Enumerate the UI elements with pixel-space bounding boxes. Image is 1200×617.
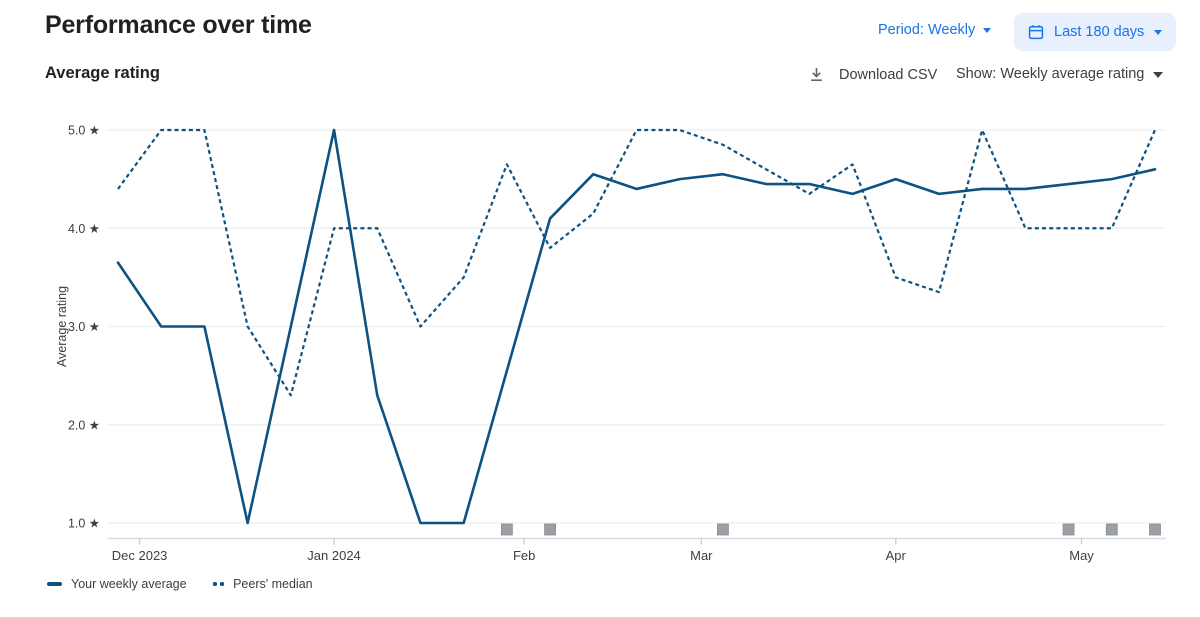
app-update-marker[interactable]	[500, 523, 513, 536]
legend-label: Your weekly average	[71, 577, 187, 591]
dotted-line-swatch-icon	[212, 582, 225, 586]
app-update-marker[interactable]	[1062, 523, 1075, 536]
y-axis-tick-label: 2.0 ★	[68, 418, 100, 432]
chevron-down-icon	[1153, 71, 1164, 78]
y-axis-tick-label: 5.0 ★	[68, 124, 100, 138]
x-axis-tick-label: Mar	[690, 548, 713, 563]
app-update-marker[interactable]	[1105, 523, 1118, 536]
page-title: Performance over time	[45, 11, 312, 39]
x-axis-tick-label: Jan 2024	[307, 548, 361, 563]
x-axis-tick-label: May	[1069, 548, 1094, 563]
download-icon	[811, 68, 822, 81]
calendar-icon	[1028, 25, 1044, 40]
date-range-label: Last 180 days	[1054, 24, 1145, 40]
y-axis-title: Average rating	[55, 286, 69, 367]
your-weekly-average-line	[116, 128, 1157, 525]
y-axis-tick-label: 4.0 ★	[68, 222, 100, 236]
x-axis-tick-label: Feb	[513, 548, 535, 563]
chart-title: Average rating	[45, 64, 160, 82]
chevron-down-icon	[1154, 30, 1163, 35]
legend-label: Peers' median	[233, 577, 313, 591]
download-csv-label: Download CSV	[839, 66, 938, 83]
legend-item-your-weekly-average: Your weekly average	[47, 577, 187, 591]
date-range-button[interactable]: Last 180 days	[1014, 13, 1177, 51]
period-label: Period: Weekly	[878, 22, 976, 38]
peers-median-line	[117, 128, 1157, 397]
download-csv-button[interactable]: Download CSV	[808, 66, 937, 83]
y-axis-tick-label: 3.0 ★	[68, 320, 100, 334]
legend-item-peers-median: Peers' median	[212, 577, 313, 591]
app-update-marker[interactable]	[1149, 523, 1161, 536]
show-metric-label: Show: Weekly average rating	[956, 66, 1145, 82]
y-axis-tick-label: 1.0 ★	[68, 517, 100, 531]
chevron-down-icon	[983, 28, 992, 33]
x-axis-tick-label: Dec 2023	[112, 548, 168, 563]
chart-legend: Your weekly average Peers' median	[47, 577, 313, 591]
solid-line-swatch-icon	[47, 582, 62, 586]
app-update-marker[interactable]	[717, 523, 729, 536]
show-metric-dropdown[interactable]: Show: Weekly average rating	[956, 66, 1164, 82]
app-update-marker[interactable]	[544, 523, 556, 536]
period-dropdown[interactable]: Period: Weekly	[878, 22, 992, 38]
x-axis-tick-label: Apr	[886, 548, 907, 563]
